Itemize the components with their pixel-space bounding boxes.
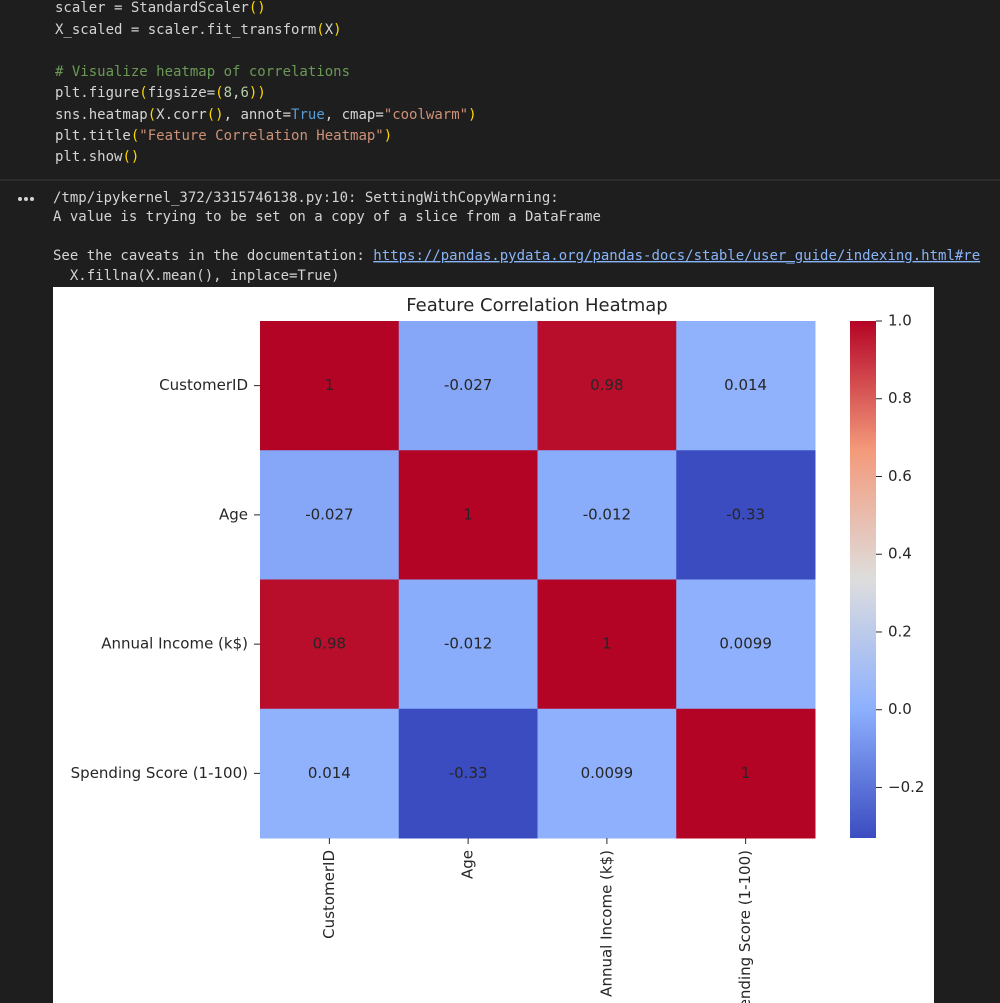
- code-token: ): [257, 85, 265, 101]
- output-menu[interactable]: [18, 197, 34, 201]
- code-token: (: [148, 107, 156, 123]
- code-line: plt.figure(figsize=(8,6)): [55, 85, 266, 101]
- code-token: X_scaled = scaler.fit_transform: [55, 22, 316, 38]
- heatmap-cell: [676, 450, 816, 580]
- colorbar-tick-label: 0.4: [888, 545, 912, 563]
- code-token: "coolwarm": [384, 107, 468, 123]
- code-token: # Visualize heatmap of correlations: [55, 64, 350, 80]
- heatmap-cell: [676, 708, 816, 839]
- warning: /tmp/ipykernel_372/3315746138.py:10: Set…: [53, 190, 559, 206]
- code-line: plt.show(): [55, 149, 139, 165]
- code-token: ): [384, 128, 392, 144]
- colorbar-tick-label: 0.8: [888, 389, 912, 407]
- caveat: See the caveats in the documentation:: [53, 248, 373, 264]
- code-token: (: [131, 128, 139, 144]
- code-token: (): [249, 0, 266, 16]
- heatmap-cell: [537, 708, 677, 839]
- code-token: (): [207, 107, 224, 123]
- code-line: scaler = StandardScaler(): [55, 0, 266, 16]
- cell-label: 1: [741, 764, 751, 782]
- code-token: 6: [240, 85, 248, 101]
- cell-label: -0.027: [444, 376, 492, 394]
- caveat-line: See the caveats in the documentation: ht…: [53, 248, 980, 264]
- heatmap-cell: [537, 450, 677, 580]
- code-token: (: [139, 85, 147, 101]
- heatmap-cell: [398, 321, 538, 451]
- message: A value is trying to be set on a copy of…: [53, 209, 601, 225]
- code-token: "Feature Correlation Heatmap": [139, 128, 383, 144]
- code-token: ): [468, 107, 476, 123]
- heatmap-cell: [260, 579, 400, 710]
- chart-title: Feature Correlation Heatmap: [406, 295, 667, 316]
- colorbar: [850, 321, 876, 838]
- cell-label: -0.33: [726, 505, 765, 523]
- cell-label: 0.98: [590, 376, 623, 394]
- cell-label: 0.0099: [581, 764, 634, 782]
- y-tick-label: CustomerID: [159, 376, 248, 394]
- cell-label: -0.027: [305, 505, 353, 523]
- code-line: # Visualize heatmap of correlations: [55, 64, 350, 80]
- code-token: (): [122, 149, 139, 165]
- code-token: ): [249, 85, 257, 101]
- x-tick-label: Spending Score (1-100): [736, 850, 754, 1003]
- x-tick-label: CustomerID: [320, 850, 338, 939]
- code-token: scaler = StandardScaler: [55, 0, 249, 16]
- code-token: plt.figure: [55, 85, 139, 101]
- cell-label: -0.012: [444, 635, 492, 653]
- y-tick-label: Annual Income (k$): [101, 635, 248, 653]
- code-cell: [0, 0, 1000, 180]
- code-token: plt.show: [55, 149, 123, 165]
- code-token: X: [325, 22, 334, 38]
- x-tick-label: Annual Income (k$): [597, 850, 615, 997]
- code-token: figsize=: [148, 85, 215, 101]
- colorbar-tick-label: 0.0: [888, 700, 912, 718]
- y-tick-label: Spending Score (1-100): [71, 764, 248, 782]
- cell-label: 1: [463, 505, 473, 523]
- cell-label: -0.012: [583, 505, 631, 523]
- cell-label: 0.98: [313, 635, 346, 653]
- heatmap-cell: [398, 450, 538, 580]
- y-tick-label: Age: [219, 505, 248, 523]
- heatmap-cell: [676, 579, 816, 710]
- cell-label: 0.014: [724, 376, 767, 394]
- heatmap-cell: [537, 579, 677, 710]
- heatmap-cell: [260, 321, 400, 451]
- heatmap-cell: [260, 450, 400, 580]
- colorbar-tick-label: 1.0: [888, 312, 912, 330]
- heatmap-cell: [398, 579, 538, 710]
- heatmap-cell: [676, 321, 816, 451]
- code-line: plt.title("Feature Correlation Heatmap"): [55, 128, 392, 144]
- cell-label: 1: [602, 635, 612, 653]
- heatmap-cell: [398, 708, 538, 839]
- code-token: True: [291, 107, 325, 123]
- code-line: sns.heatmap(X.corr(), annot=True, cmap="…: [55, 107, 477, 123]
- x-tick-label: Age: [459, 850, 477, 879]
- cell-label: 1: [325, 376, 335, 394]
- code-token: , cmap=: [325, 107, 384, 123]
- code-line: X_scaled = scaler.fit_transform(X): [55, 22, 342, 38]
- cell-label: 0.0099: [719, 635, 772, 653]
- colorbar-tick-label: −0.2: [888, 778, 924, 796]
- doc-link[interactable]: https://pandas.pydata.org/pandas-docs/st…: [373, 248, 980, 264]
- code-token: sns.heatmap: [55, 107, 148, 123]
- cell-label: 0.014: [308, 764, 351, 782]
- code-token: ): [333, 22, 341, 38]
- source-line: X.fillna(X.mean(), inplace=True): [53, 268, 340, 284]
- code-token: plt.title: [55, 128, 131, 144]
- colorbar-tick-label: 0.6: [888, 467, 912, 485]
- code-token: 8: [224, 85, 232, 101]
- cell-label: -0.33: [449, 764, 488, 782]
- code-token: ,: [232, 85, 240, 101]
- heatmap-cell: [537, 321, 677, 451]
- code-token: (: [316, 22, 324, 38]
- code-token: , annot=: [224, 107, 291, 123]
- code-token: (: [215, 85, 223, 101]
- heatmap-cell: [260, 708, 400, 839]
- colorbar-tick-label: 0.2: [888, 622, 912, 640]
- code-token: X.corr: [156, 107, 207, 123]
